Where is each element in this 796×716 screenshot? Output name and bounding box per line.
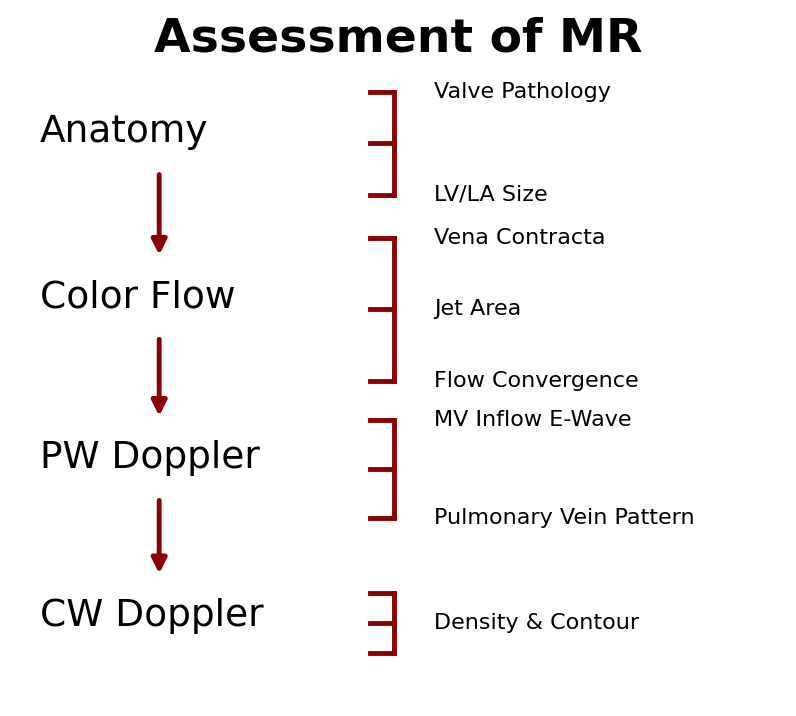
Text: Assessment of MR: Assessment of MR — [154, 17, 642, 62]
Text: Anatomy: Anatomy — [40, 115, 209, 150]
Text: Color Flow: Color Flow — [40, 279, 236, 315]
Text: LV/LA Size: LV/LA Size — [434, 185, 548, 205]
Text: CW Doppler: CW Doppler — [40, 598, 263, 634]
Text: MV Inflow E-Wave: MV Inflow E-Wave — [434, 410, 631, 430]
Text: Density & Contour: Density & Contour — [434, 613, 639, 633]
Text: PW Doppler: PW Doppler — [40, 440, 259, 476]
Text: Pulmonary Vein Pattern: Pulmonary Vein Pattern — [434, 508, 694, 528]
Text: Flow Convergence: Flow Convergence — [434, 371, 638, 391]
Text: Vena Contracta: Vena Contracta — [434, 228, 605, 248]
Text: Valve Pathology: Valve Pathology — [434, 82, 611, 102]
Text: Jet Area: Jet Area — [434, 299, 521, 319]
